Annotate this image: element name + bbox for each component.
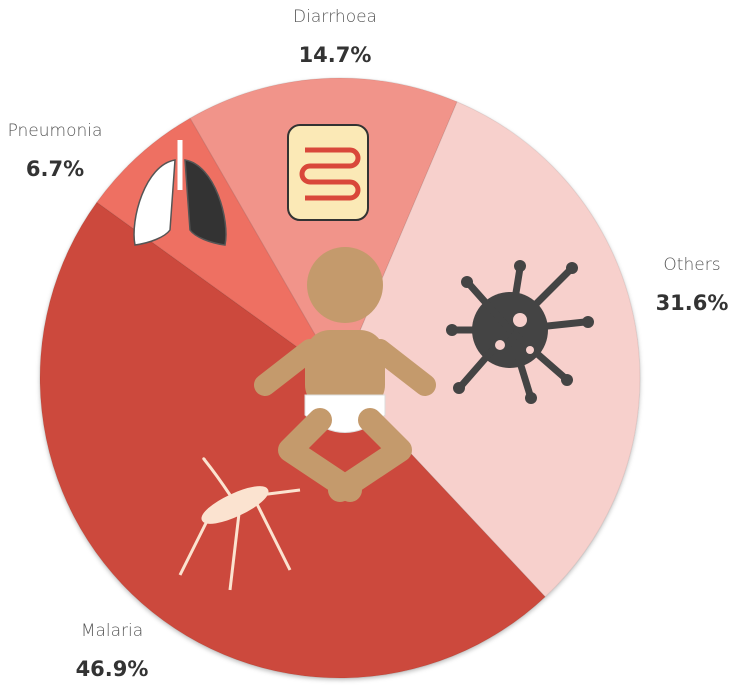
baby-icon	[254, 247, 436, 502]
mosquito-icon	[178, 457, 301, 591]
intestine-icon	[287, 124, 369, 221]
slice-value-label: 31.6%	[656, 291, 729, 315]
icons	[133, 124, 594, 591]
lungs-icon	[133, 140, 227, 246]
slice-label: Others	[663, 255, 720, 275]
slice-label: Malaria	[81, 621, 143, 641]
slice-value-label: 14.7%	[299, 43, 372, 67]
virus-icon	[446, 260, 594, 404]
pie-slice	[189, 77, 458, 380]
slice-value-label: 6.7%	[26, 157, 84, 181]
slice-label: Pneumonia	[8, 121, 103, 141]
slice-label: Diarrhoea	[293, 7, 377, 27]
slice-value-label: 46.9%	[76, 657, 149, 681]
